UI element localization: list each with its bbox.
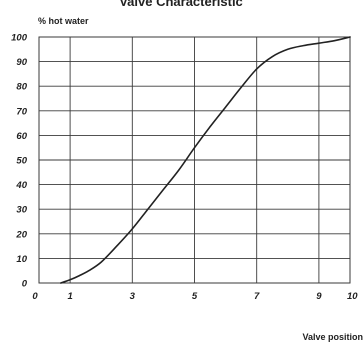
y-tick-label: 70 bbox=[16, 106, 27, 117]
x-tick-label: 5 bbox=[192, 291, 198, 302]
y-tick-label: 10 bbox=[16, 254, 27, 265]
y-tick-label: 50 bbox=[16, 156, 27, 167]
y-tick-label: 40 bbox=[15, 180, 27, 191]
y-tick-label: 0 bbox=[22, 279, 28, 290]
tick-labels: 0 10 20 30 40 50 60 70 80 90 100 0 1 3 5 7 9 10 bbox=[11, 33, 358, 303]
y-tick-label: 100 bbox=[11, 33, 28, 44]
series-line-valve-characteristic bbox=[59, 36, 351, 284]
y-tick-label: 80 bbox=[16, 82, 27, 93]
chart-title: Valve Characteristic bbox=[119, 0, 243, 9]
x-axis-label: Valve position bbox=[302, 332, 363, 342]
y-tick-label: 90 bbox=[16, 57, 27, 68]
plot-frame bbox=[38, 36, 351, 284]
y-tick-label: 30 bbox=[16, 205, 27, 216]
y-tick-label: 20 bbox=[15, 229, 27, 240]
x-tick-label: 0 bbox=[32, 291, 38, 302]
y-axis-label: % hot water bbox=[38, 16, 89, 26]
x-tick-label: 3 bbox=[130, 291, 136, 302]
x-tick-label: 7 bbox=[254, 291, 260, 302]
y-tick-label: 60 bbox=[16, 131, 27, 142]
x-tick-label: 1 bbox=[67, 291, 72, 302]
grid-lines bbox=[39, 37, 350, 283]
x-tick-label: 10 bbox=[347, 291, 358, 302]
x-tick-label: 9 bbox=[316, 291, 322, 302]
